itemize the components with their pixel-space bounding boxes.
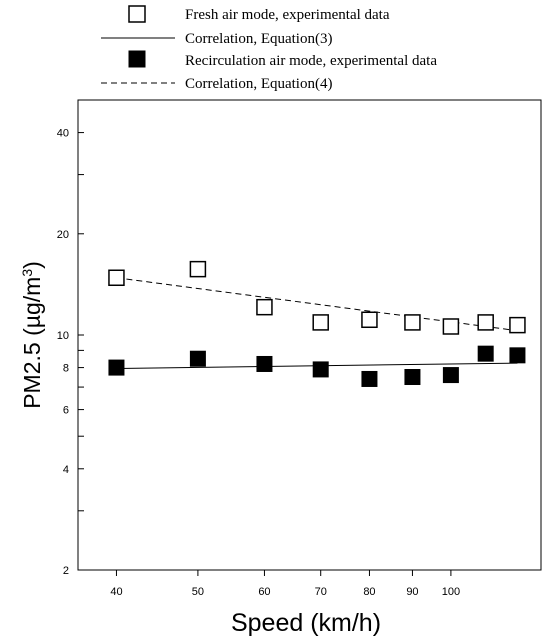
x-axis-title: Speed (km/h) [231, 609, 381, 637]
x-tick-label: 60 [258, 586, 270, 598]
legend-marker-recirculation-air [128, 50, 146, 68]
fresh-air-data-point [509, 316, 526, 334]
recirculation-air-data-point [404, 369, 421, 386]
y-tick-label: 4 [63, 464, 69, 476]
recirculation-air-data-point [189, 350, 206, 367]
legend-label-equation-3: Correlation, Equation(3) [185, 31, 332, 47]
legend-marker-fresh-air [128, 5, 146, 23]
fresh-air-data-point [361, 311, 378, 329]
x-tick-label: 70 [315, 586, 327, 598]
recirculation-air-data-point [108, 359, 125, 376]
x-tick-label: 40 [110, 586, 122, 598]
recirculation-air-data-point [256, 355, 273, 372]
y-tick-label: 10 [57, 330, 69, 342]
x-axis: 40 50 60 70 80 90 100 [110, 570, 460, 598]
fresh-air-data-point [189, 260, 207, 278]
y-tick-label: 6 [63, 405, 69, 417]
recirculation-air-data-point [509, 347, 526, 364]
fresh-air-data-point [477, 314, 494, 331]
legend-label-fresh-air: Fresh air mode, experimental data [185, 7, 390, 23]
fresh-air-data-point [404, 314, 421, 331]
legend-label-recirculation-air: Recirculation air mode, experimental dat… [185, 53, 437, 69]
legend: Fresh air mode, experimental data Correl… [101, 5, 437, 92]
y-tick-label: 40 [57, 128, 69, 140]
fresh-air-data-point [442, 318, 460, 335]
fresh-air-data-point [312, 314, 329, 331]
x-tick-label: 50 [192, 586, 204, 598]
recirculation-air-data-point [442, 367, 459, 384]
series-layer [108, 260, 526, 387]
x-tick-label: 90 [406, 586, 418, 598]
y-axis-title: PM2.5 (µg/m3) [19, 261, 45, 409]
legend-label-equation-4: Correlation, Equation(4) [185, 76, 332, 92]
recirculation-air-data-point [312, 361, 329, 378]
correlation-line-equation-4 [116, 277, 518, 332]
x-tick-label: 100 [442, 586, 460, 598]
y-axis-title-main: PM2.5 (µg/m [19, 277, 45, 409]
y-tick-label: 20 [57, 229, 69, 241]
x-tick-label: 80 [363, 586, 375, 598]
fresh-air-data-point [108, 269, 125, 287]
y-tick-label: 2 [63, 565, 69, 577]
recirculation-air-data-point [361, 370, 378, 387]
y-axis: 2 4 6 8 10 20 40 [57, 128, 84, 577]
fresh-air-data-point [256, 298, 273, 316]
y-axis-title-superscript: 3 [19, 269, 35, 277]
plot-frame [77, 99, 542, 571]
y-axis-title-end: ) [19, 261, 45, 269]
recirculation-air-data-point [477, 345, 494, 362]
y-tick-label: 8 [63, 363, 69, 375]
